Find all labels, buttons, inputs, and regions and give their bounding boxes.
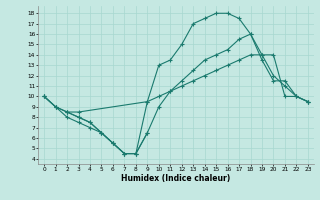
X-axis label: Humidex (Indice chaleur): Humidex (Indice chaleur) [121, 174, 231, 183]
